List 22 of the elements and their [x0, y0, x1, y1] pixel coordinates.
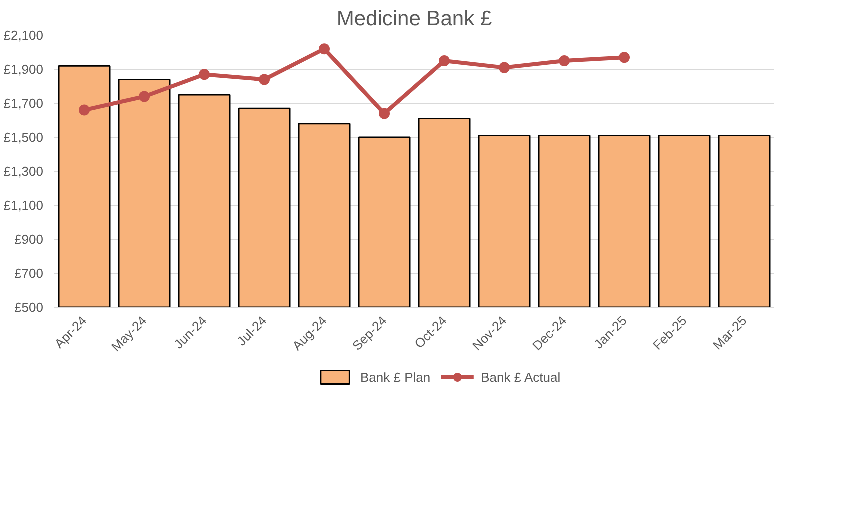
point: [259, 74, 270, 86]
point: [199, 69, 210, 80]
y-tick-label: £1,900: [4, 62, 44, 77]
legend-label: Bank £ Plan: [360, 370, 431, 385]
point: [439, 56, 450, 66]
legend-label: Bank £ Actual: [481, 370, 561, 385]
y-tick-label: £1,300: [4, 164, 44, 179]
y-tick-label: £900: [14, 232, 44, 247]
point: [619, 52, 630, 64]
point: [379, 108, 390, 120]
y-tick-label: £700: [14, 266, 44, 281]
y-tick-label: £2,100: [4, 28, 44, 43]
chart-title: Medicine Bank £: [336, 8, 492, 30]
y-tick-label: £1,100: [4, 198, 44, 213]
y-tick-label: £500: [14, 300, 44, 315]
point: [139, 91, 150, 102]
y-tick-label: £1,500: [4, 130, 44, 145]
point: [559, 56, 570, 66]
point: [319, 44, 330, 55]
point: [79, 104, 90, 116]
point: [499, 62, 510, 74]
y-tick-label: £1,700: [4, 96, 44, 111]
